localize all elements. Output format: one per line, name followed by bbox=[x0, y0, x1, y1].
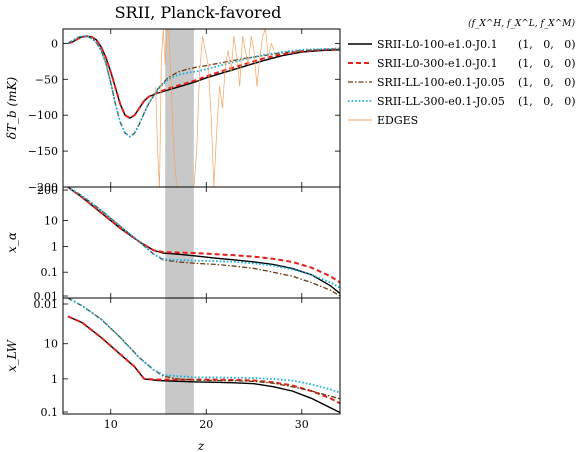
legend-entry: SRII-L0-300-e1.0-J0.1 (1, 0, 0) bbox=[348, 57, 576, 70]
legend-entry: EDGES bbox=[348, 114, 418, 127]
y-tick-label: 0.1 bbox=[41, 266, 59, 279]
y-tick-label: −100 bbox=[28, 109, 58, 122]
legend-entry: SRII-LL-300-e0.1-J0.05 (1, 0, 0) bbox=[348, 95, 576, 108]
x-tick-label: 10 bbox=[104, 418, 118, 431]
legend-params: (1, 0, 0) bbox=[518, 57, 576, 70]
legend-label: SRII-L0-100-e1.0-J0.1 bbox=[377, 38, 498, 51]
x-axis-label: z bbox=[197, 439, 205, 452]
y-axis-label: x_LW bbox=[5, 338, 19, 372]
y-tick-label: 10 bbox=[44, 338, 58, 351]
y-tick-label: 1 bbox=[51, 240, 58, 253]
series-line-srii-l0-300-e1.0-j0.1 bbox=[67, 187, 340, 284]
legend-label: SRII-LL-100-e0.1-J0.05 bbox=[377, 76, 505, 89]
chart-title: SRII, Planck-favored bbox=[115, 3, 282, 22]
y-tick-label: 0.01 bbox=[34, 298, 59, 311]
plot-frame bbox=[62, 186, 341, 299]
legend-params: (1, 0, 0) bbox=[518, 95, 576, 108]
legend-header: (f_X^H, f_X^L, f_X^M) bbox=[468, 18, 575, 29]
series-line-srii-ll-100-e0.1-j0.05 bbox=[67, 298, 340, 400]
shaded-band bbox=[165, 298, 194, 414]
legend-label: EDGES bbox=[377, 114, 418, 127]
series-line-srii-ll-300-e0.1-j0.05 bbox=[67, 298, 340, 394]
x-tick-label: 20 bbox=[199, 418, 213, 431]
panel-top: 0 −50 −100 −150 −200 δT_b (mK) bbox=[5, 28, 341, 194]
legend: (f_X^H, f_X^L, f_X^M) SRII-L0-100-e1.0-J0… bbox=[348, 18, 576, 127]
legend-params: (1, 0, 0) bbox=[518, 76, 576, 89]
series-line-srii-l0-100-e1.0-j0.1 bbox=[67, 187, 340, 295]
series-line-srii-ll-100-e0.1-j0.05 bbox=[67, 35, 340, 138]
legend-entry: SRII-L0-100-e1.0-J0.1 (1, 0, 0) bbox=[348, 38, 576, 51]
series-line-srii-l0-300-e1.0-j0.1 bbox=[67, 315, 340, 405]
series-line-srii-ll-300-e0.1-j0.05 bbox=[67, 187, 340, 289]
y-tick-label: 1 bbox=[51, 373, 58, 386]
shaded-band bbox=[165, 187, 194, 298]
x-tick-label: 30 bbox=[295, 418, 309, 431]
series-line-srii-l0-300-e1.0-j0.1 bbox=[67, 35, 340, 120]
legend-entry: SRII-LL-100-e0.1-J0.05 (1, 0, 0) bbox=[348, 76, 576, 89]
y-axis-label: δT_b (mK) bbox=[5, 76, 19, 139]
panel-bottom: 10 20 30 0.01 10 1 0.1 x_LW bbox=[5, 297, 341, 431]
series-line-edges bbox=[155, 29, 275, 187]
y-tick-label: 200 bbox=[37, 184, 58, 197]
legend-params: (1, 0, 0) bbox=[518, 38, 576, 51]
y-axis-label: x_α bbox=[5, 232, 19, 253]
y-tick-label: −200 bbox=[28, 181, 58, 194]
y-tick-label: 0.01 bbox=[34, 290, 59, 303]
series-line-srii-l0-100-e1.0-j0.1 bbox=[67, 315, 340, 414]
legend-label: SRII-L0-300-e1.0-J0.1 bbox=[377, 57, 498, 70]
legend-label: SRII-LL-300-e0.1-J0.05 bbox=[377, 95, 505, 108]
plot-frame bbox=[62, 297, 341, 415]
y-tick-label: 0 bbox=[51, 37, 58, 50]
y-tick-label: −150 bbox=[28, 145, 58, 158]
y-tick-label: 0.1 bbox=[41, 406, 59, 419]
series-line-srii-ll-300-e0.1-j0.05 bbox=[67, 35, 340, 138]
y-tick-label: 10 bbox=[44, 215, 58, 228]
panel-middle: 200 10 1 0.1 0.01 x_α bbox=[5, 184, 341, 303]
series-line-srii-ll-100-e0.1-j0.05 bbox=[67, 187, 340, 297]
y-tick-label: −50 bbox=[35, 73, 58, 86]
